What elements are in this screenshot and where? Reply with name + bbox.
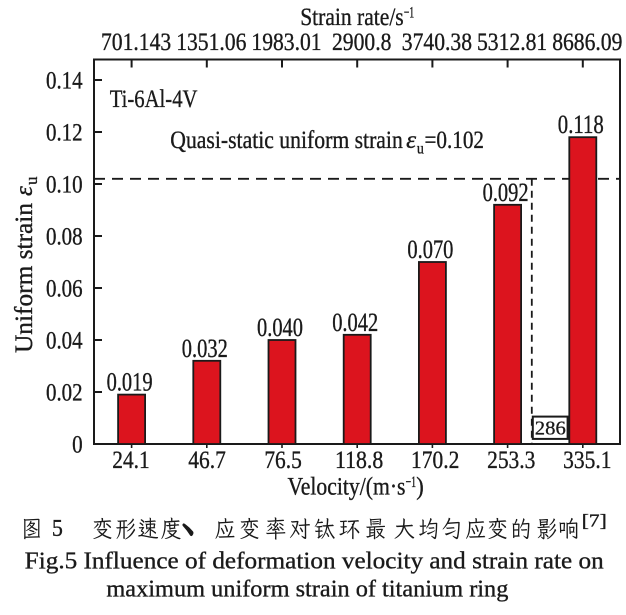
svg-text:76.5: 76.5 xyxy=(264,447,302,474)
svg-text:3740.38: 3740.38 xyxy=(402,29,472,56)
svg-text:253.3: 253.3 xyxy=(487,447,535,474)
svg-text:701.143: 701.143 xyxy=(101,29,171,56)
svg-text:170.2: 170.2 xyxy=(411,447,459,474)
svg-text:118.8: 118.8 xyxy=(335,447,383,474)
svg-text:Ti-6Al-4V: Ti-6Al-4V xyxy=(110,86,198,113)
svg-text:0.08: 0.08 xyxy=(46,224,83,251)
svg-text:Uniform strain: Uniform strain xyxy=(11,202,38,353)
svg-text:1983.01: 1983.01 xyxy=(251,29,321,56)
svg-text:335.1: 335.1 xyxy=(563,447,611,474)
svg-text:0.032: 0.032 xyxy=(182,334,228,363)
svg-text:0.070: 0.070 xyxy=(407,235,453,264)
svg-text:Fig.5 Influence of deformation: Fig.5 Influence of deformation velocity … xyxy=(25,548,604,575)
svg-text:2900.8: 2900.8 xyxy=(332,29,391,56)
svg-text:0.04: 0.04 xyxy=(46,328,83,355)
svg-text:0.02: 0.02 xyxy=(46,380,83,407)
svg-text:Strain rate/s: Strain rate/s xyxy=(300,4,404,31)
svg-text:ε: ε xyxy=(406,127,416,154)
svg-text:0.042: 0.042 xyxy=(332,308,378,337)
svg-text:0.040: 0.040 xyxy=(257,313,303,342)
svg-text:=0.102: =0.102 xyxy=(425,127,485,154)
svg-text:0: 0 xyxy=(72,432,83,459)
svg-text:0.06: 0.06 xyxy=(46,276,83,303)
svg-text:Quasi-static uniform strain: Quasi-static uniform strain xyxy=(170,127,403,154)
svg-text:1351.06: 1351.06 xyxy=(176,29,246,56)
svg-text:0.12: 0.12 xyxy=(46,120,83,147)
svg-text:8686.09: 8686.09 xyxy=(552,29,622,56)
svg-text:ε: ε xyxy=(11,186,38,196)
svg-text:0.10: 0.10 xyxy=(46,172,83,199)
svg-text:0.118: 0.118 xyxy=(558,110,604,139)
svg-text:): ) xyxy=(416,474,424,501)
svg-text:u: u xyxy=(417,141,424,158)
svg-text:−1: −1 xyxy=(406,474,417,491)
svg-text:0.092: 0.092 xyxy=(483,178,529,207)
svg-text:5: 5 xyxy=(52,516,63,542)
svg-text:286: 286 xyxy=(535,418,566,440)
svg-text:0.019: 0.019 xyxy=(107,368,153,397)
svg-text:0.14: 0.14 xyxy=(46,68,83,95)
svg-text:−1: −1 xyxy=(404,5,415,22)
svg-text:[7]: [7] xyxy=(582,511,607,531)
svg-text:5312.81: 5312.81 xyxy=(477,29,547,56)
svg-text:maximum uniform strain of tita: maximum uniform strain of titanium ring xyxy=(106,576,508,603)
svg-text:u: u xyxy=(22,176,41,185)
svg-text:46.7: 46.7 xyxy=(188,447,226,474)
svg-text:Velocity/(m·s: Velocity/(m·s xyxy=(288,474,406,501)
svg-text:24.1: 24.1 xyxy=(112,447,150,474)
